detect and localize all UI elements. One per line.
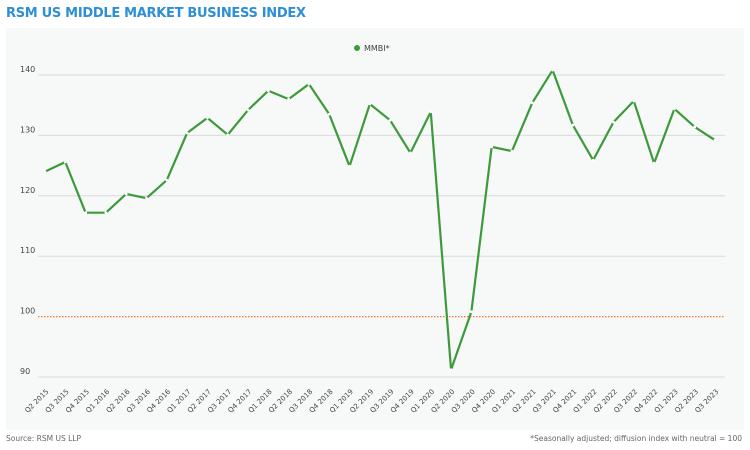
data-point: [368, 102, 372, 106]
data-point: [388, 118, 392, 122]
data-point: [469, 310, 473, 314]
data-point: [672, 107, 676, 111]
data-point: [348, 164, 351, 168]
data-point: [84, 211, 88, 215]
data-point: [551, 68, 554, 72]
data-point: [591, 158, 595, 162]
data-point: [612, 120, 615, 124]
y-tick-label: 130: [20, 125, 35, 134]
data-point: [571, 123, 575, 127]
data-point: [409, 151, 412, 155]
data-point: [652, 161, 656, 165]
legend-marker: [354, 45, 360, 51]
data-point: [104, 211, 108, 215]
data-point: [165, 178, 169, 182]
data-point: [713, 138, 717, 142]
y-tick-label: 120: [20, 186, 35, 195]
data-point: [490, 145, 494, 149]
data-point: [429, 110, 433, 114]
data-point: [287, 97, 291, 101]
chart-panel: [6, 28, 744, 430]
data-point: [246, 108, 250, 112]
data-point: [124, 192, 128, 196]
series-line: [44, 69, 716, 371]
data-point: [449, 368, 453, 372]
data-point: [185, 131, 189, 135]
data-point: [145, 196, 148, 200]
data-point: [510, 149, 514, 153]
y-tick-label: 140: [20, 65, 35, 74]
data-point: [266, 89, 270, 93]
data-point: [63, 160, 67, 164]
data-point: [307, 82, 311, 86]
chart-title: RSM US MIDDLE MARKET BUSINESS INDEX: [6, 6, 306, 21]
data-point: [226, 133, 230, 137]
footnote: *Seasonally adjusted; diffusion index wi…: [530, 434, 742, 443]
source-note: Source: RSM US LLP: [6, 434, 82, 443]
data-point: [632, 99, 636, 103]
data-point: [530, 101, 534, 105]
data-point: [43, 170, 47, 174]
data-point: [327, 112, 331, 116]
data-point: [206, 116, 209, 120]
y-tick-label: 110: [20, 246, 35, 255]
y-tick-label: 90: [20, 367, 30, 376]
data-point: [693, 125, 697, 129]
legend-label: MMBI*: [364, 44, 390, 53]
y-tick-label: 100: [20, 307, 35, 316]
